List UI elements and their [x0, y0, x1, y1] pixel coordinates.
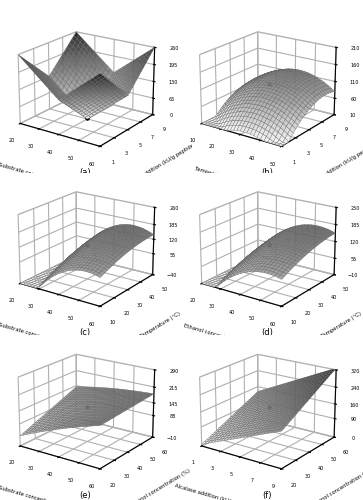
Y-axis label: Ethanol concentration (%): Ethanol concentration (%)	[311, 468, 363, 500]
Text: (d): (d)	[261, 328, 273, 338]
X-axis label: Alcalase addition (kU/g peptides): Alcalase addition (kU/g peptides)	[174, 483, 260, 500]
X-axis label: Substrate concentration (%): Substrate concentration (%)	[0, 162, 72, 188]
Text: (a): (a)	[79, 168, 91, 177]
X-axis label: Ethanol concentration (%): Ethanol concentration (%)	[183, 323, 250, 347]
Y-axis label: Alcalase addition (kU/g peptides): Alcalase addition (kU/g peptides)	[121, 140, 199, 190]
X-axis label: Temperature (°C): Temperature (°C)	[194, 166, 240, 184]
X-axis label: Substrate concentration (%): Substrate concentration (%)	[0, 322, 72, 348]
Text: (c): (c)	[80, 328, 91, 338]
Text: (f): (f)	[262, 491, 272, 500]
Y-axis label: Ethanol concentration (%): Ethanol concentration (%)	[129, 468, 191, 500]
Text: (e): (e)	[79, 491, 91, 500]
X-axis label: Substrate concentration (%): Substrate concentration (%)	[0, 485, 72, 500]
Y-axis label: Alcalase addition (kU/g peptides): Alcalase addition (kU/g peptides)	[302, 140, 363, 190]
Text: (b): (b)	[261, 168, 273, 177]
Y-axis label: Temperature (°C): Temperature (°C)	[139, 312, 181, 340]
Y-axis label: Temperature (°C): Temperature (°C)	[321, 312, 363, 340]
